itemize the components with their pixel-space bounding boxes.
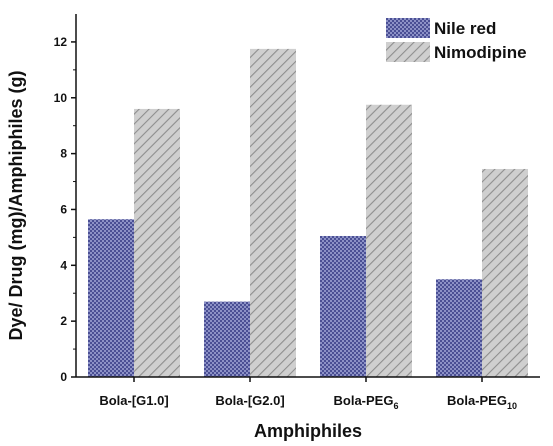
legend-label-nile-red: Nile red <box>434 19 496 38</box>
y-ticks-group: 0 2 4 6 8 10 12 <box>54 35 76 384</box>
legend-swatch-nile-red <box>386 18 430 38</box>
bar-nile-red-4 <box>436 279 482 377</box>
x-axis-title: Amphiphiles <box>254 421 362 441</box>
y-tick-label: 2 <box>60 314 67 328</box>
legend: Nile red Nimodipine <box>386 18 527 62</box>
x-category-label: Bola-PEG6 <box>334 393 399 411</box>
bar-nile-red-2 <box>204 301 250 377</box>
x-categories-group: Bola-[G1.0] Bola-[G2.0] Bola-PEG6 Bola-PEG1… <box>99 377 517 411</box>
x-category-label: Bola-[G1.0] <box>99 393 168 408</box>
legend-label-nimodipine: Nimodipine <box>434 43 527 62</box>
y-tick-label: 8 <box>60 147 67 161</box>
legend-swatch-nimodipine <box>386 42 430 62</box>
y-tick-label: 6 <box>60 202 67 216</box>
bar-nile-red-3 <box>320 235 366 377</box>
y-tick-label: 4 <box>60 258 67 272</box>
bar-nimodipine-4 <box>482 168 528 377</box>
x-category-label: Bola-PEG10 <box>447 393 517 411</box>
bar-nimodipine-1 <box>134 108 180 377</box>
bars-group <box>88 48 528 378</box>
y-tick-label: 10 <box>54 91 68 105</box>
axes-group <box>75 14 540 378</box>
y-tick-label: 0 <box>60 370 67 384</box>
bar-nimodipine-2 <box>250 48 296 378</box>
x-category-label: Bola-[G2.0] <box>215 393 284 408</box>
y-axis-title: Dye/ Drug (mg)/Amphiphiles (g) <box>6 70 26 340</box>
bar-nile-red-1 <box>88 219 134 377</box>
y-tick-label: 12 <box>54 35 68 49</box>
bar-nimodipine-3 <box>366 104 412 377</box>
